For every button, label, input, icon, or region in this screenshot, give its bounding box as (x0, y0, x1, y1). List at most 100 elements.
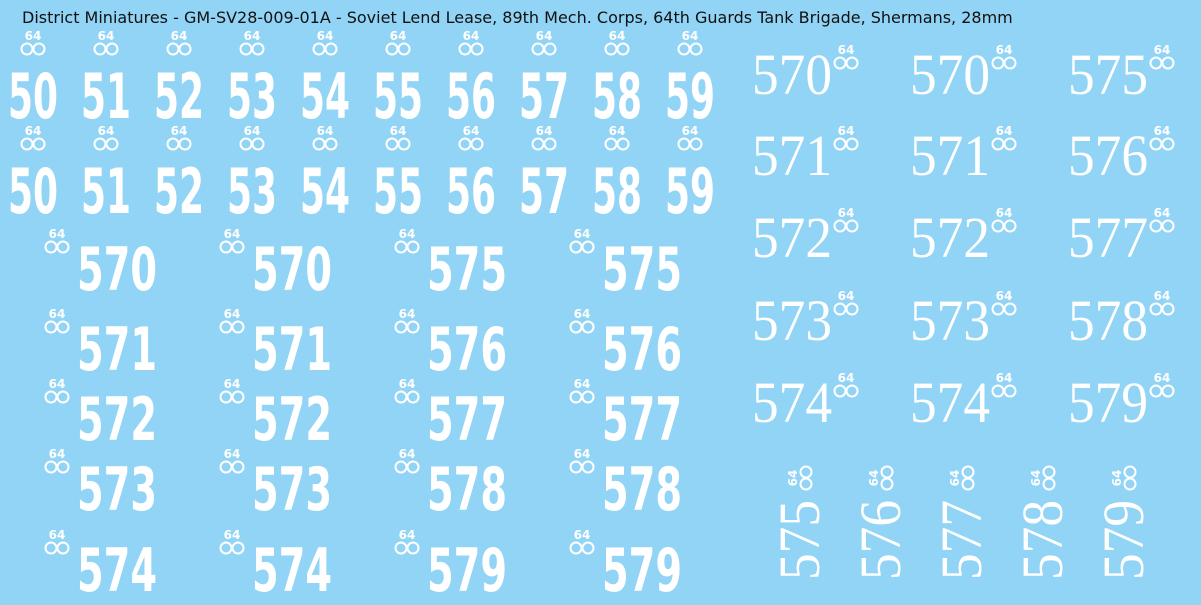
badge: 64 (219, 528, 245, 555)
badge-label: 64 (1154, 124, 1171, 138)
badge: 64 (531, 29, 557, 56)
badge: 64 (604, 124, 630, 151)
badge-ring (689, 137, 703, 151)
badge-label: 64 (317, 29, 334, 43)
decal-number: 571 (752, 123, 832, 188)
badge: 64 (239, 29, 265, 56)
decal-number: 574 (910, 370, 990, 435)
decal-number: 579 (427, 536, 507, 605)
badge-label: 64 (996, 371, 1013, 385)
badge-label: 64 (399, 377, 416, 391)
decal-number: 575 (602, 235, 682, 305)
badge-ring (1003, 137, 1017, 151)
badge-ring (397, 42, 411, 56)
badge-label: 64 (609, 124, 626, 138)
badge-label: 64 (1110, 470, 1124, 487)
badge-ring (324, 42, 338, 56)
badge-ring (1161, 56, 1175, 70)
vertical-decal: 579 64 (1091, 465, 1156, 580)
badge: 64 (1149, 206, 1175, 233)
badge-label: 64 (244, 124, 261, 138)
decal-number: 574 (77, 536, 157, 605)
badge-label: 64 (463, 29, 480, 43)
badge-label: 64 (838, 289, 855, 303)
badge-label: 64 (49, 447, 66, 461)
vertical-decal: 576 64 (848, 465, 913, 580)
badge-ring (845, 137, 859, 151)
decal-number: 572 (77, 385, 157, 455)
badge: 64 (20, 124, 46, 151)
badge-label: 64 (98, 29, 115, 43)
decal-number: 575 (767, 500, 832, 580)
badge: 64 (1149, 124, 1175, 151)
badge-label: 64 (574, 227, 591, 241)
decal-number: 59 (665, 155, 715, 228)
badge-label: 64 (838, 371, 855, 385)
badge-label: 64 (996, 206, 1013, 220)
badge-ring (1161, 384, 1175, 398)
badge-ring (689, 42, 703, 56)
decal-number: 572 (752, 205, 832, 270)
badge-ring (56, 541, 70, 555)
badge-ring (406, 460, 420, 474)
badge: 64 (1149, 43, 1175, 70)
badge: 64 (458, 29, 484, 56)
badge: 64 (833, 206, 859, 233)
badge-label: 64 (399, 227, 416, 241)
badge-label: 64 (609, 29, 626, 43)
badge: 64 (394, 528, 420, 555)
decal-number: 50 (8, 60, 58, 133)
badge-label: 64 (996, 124, 1013, 138)
badge-ring (845, 302, 859, 316)
badge-label: 64 (867, 470, 881, 487)
badge-label: 64 (574, 528, 591, 542)
decal-number: 56 (446, 155, 496, 228)
badge: 64 (867, 465, 894, 491)
decal-number: 573 (252, 455, 332, 525)
badge-ring (581, 541, 595, 555)
badge: 64 (458, 124, 484, 151)
badge-label: 64 (1154, 289, 1171, 303)
badge-label: 64 (1154, 206, 1171, 220)
badge-ring (178, 137, 192, 151)
decal-number: 577 (427, 385, 507, 455)
badge: 64 (239, 124, 265, 151)
badge-label: 64 (536, 29, 553, 43)
badge-label: 64 (574, 377, 591, 391)
decal-number: 576 (848, 500, 913, 580)
badge-ring (470, 137, 484, 151)
badge: 64 (991, 371, 1017, 398)
badge-label: 64 (399, 447, 416, 461)
vertical-decal: 575 64 (767, 465, 832, 580)
badge-label: 64 (838, 124, 855, 138)
badge-ring (1161, 302, 1175, 316)
badge-label: 64 (682, 124, 699, 138)
badge-label: 64 (390, 29, 407, 43)
decal-number: 578 (1068, 288, 1148, 353)
badge-label: 64 (399, 528, 416, 542)
badge: 64 (394, 227, 420, 254)
badge-ring (231, 390, 245, 404)
badge-label: 64 (224, 447, 241, 461)
badge-ring (1003, 302, 1017, 316)
badge-label: 64 (49, 227, 66, 241)
badge: 64 (833, 371, 859, 398)
badge-ring (1161, 137, 1175, 151)
badge-ring (543, 42, 557, 56)
badge-label: 64 (996, 289, 1013, 303)
badge-ring (406, 541, 420, 555)
decal-number: 574 (752, 370, 832, 435)
decal-number: 573 (752, 288, 832, 353)
decal-number: 57 (519, 60, 569, 133)
decal-number: 575 (1068, 42, 1148, 107)
badge-ring (1003, 384, 1017, 398)
badge-ring (32, 42, 46, 56)
badge: 64 (44, 377, 70, 404)
decal-number: 58 (592, 60, 642, 133)
badge: 64 (833, 43, 859, 70)
badge-ring (56, 320, 70, 334)
badge-label: 64 (574, 447, 591, 461)
badge: 64 (219, 447, 245, 474)
